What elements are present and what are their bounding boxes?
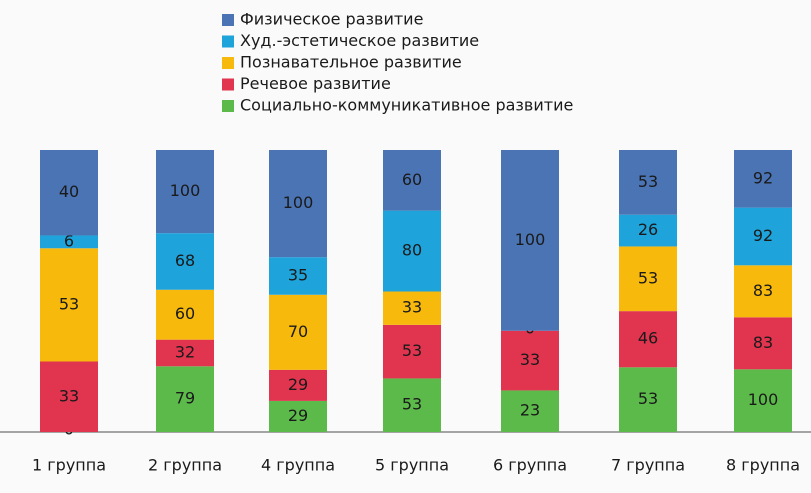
legend-label: Речевое развитие (240, 74, 391, 93)
bar-segment (383, 324, 441, 379)
bar-segment (501, 390, 559, 432)
legend-label: Худ.-эстетическое развитие (240, 31, 479, 50)
x-tick-label: 7 группа (611, 456, 685, 475)
bar-segment (40, 235, 98, 249)
x-tick-label: 6 группа (493, 456, 567, 475)
data-label: 33 (402, 298, 422, 317)
x-tick-label: 8 группа (726, 456, 800, 475)
bar-segment (501, 150, 559, 331)
bar-segment (156, 233, 214, 290)
bar-segment (383, 150, 441, 211)
bar-segment (383, 210, 441, 292)
bar-segment (734, 369, 792, 432)
bar-segment (383, 378, 441, 432)
bar-segment (734, 317, 792, 370)
data-label: 83 (753, 333, 773, 352)
data-label: 53 (402, 341, 422, 360)
data-label: 68 (175, 251, 195, 270)
x-tick-label: 4 группа (261, 456, 335, 475)
bar-segment (40, 248, 98, 362)
bar-segment (383, 291, 441, 325)
data-label: 29 (288, 406, 308, 425)
bar-segment (501, 330, 559, 391)
data-label: 100 (748, 390, 779, 409)
data-label: 53 (638, 389, 658, 408)
data-label: 79 (175, 389, 195, 408)
data-label: 33 (59, 386, 79, 405)
x-tick-label: 1 группа (32, 456, 106, 475)
data-label: 60 (175, 304, 195, 323)
data-label: 33 (520, 350, 540, 369)
data-label: 23 (520, 401, 540, 420)
data-label: 46 (638, 329, 658, 348)
data-label: 32 (175, 342, 195, 361)
legend-swatch (222, 35, 234, 48)
data-label: 92 (753, 226, 773, 245)
data-label: 83 (753, 281, 773, 300)
bar-segment (734, 150, 792, 208)
data-label: 92 (753, 168, 773, 187)
data-label: 40 (59, 182, 79, 201)
data-label: 100 (515, 230, 546, 249)
bar-segment (269, 369, 327, 401)
x-tick-label: 2 группа (148, 456, 222, 475)
data-label: 53 (638, 172, 658, 191)
data-label: 29 (288, 375, 308, 394)
data-label: 100 (170, 181, 201, 200)
data-label: 35 (288, 265, 308, 284)
legend-swatch (222, 14, 234, 26)
bar-segment (156, 339, 214, 367)
data-label: 53 (402, 395, 422, 414)
bar-segment (619, 150, 677, 215)
bar-segment (269, 400, 327, 432)
data-label: 60 (402, 170, 422, 189)
bar-segment (156, 366, 214, 432)
legend-swatch (222, 100, 234, 112)
legend-label: Социально-коммуникативное развитие (240, 96, 573, 115)
bar-segment (269, 257, 327, 295)
bar-segment (619, 214, 677, 247)
data-label: 70 (288, 322, 308, 341)
legend-label: Познавательное развитие (240, 53, 462, 72)
bar-segment (269, 294, 327, 370)
data-label: 100 (283, 193, 314, 212)
bar-segment (156, 289, 214, 340)
data-label: 80 (402, 241, 422, 260)
bar-segment (156, 150, 214, 234)
bar-segment (734, 265, 792, 318)
data-label: 6 (64, 231, 74, 250)
bar-segment (619, 311, 677, 368)
legend-swatch (222, 57, 234, 69)
data-label: 53 (59, 294, 79, 313)
data-label: 26 (638, 220, 658, 239)
bar-segment (619, 367, 677, 432)
bar-segment (269, 150, 327, 258)
data-label: 53 (638, 268, 658, 287)
bar-segment (734, 207, 792, 266)
legend-swatch (222, 78, 234, 91)
bar-segment (619, 246, 677, 312)
x-tick-label: 5 группа (375, 456, 449, 475)
bar-segment (40, 150, 98, 236)
bar-segment (40, 361, 98, 432)
legend-label: Физическое развитие (240, 10, 423, 29)
